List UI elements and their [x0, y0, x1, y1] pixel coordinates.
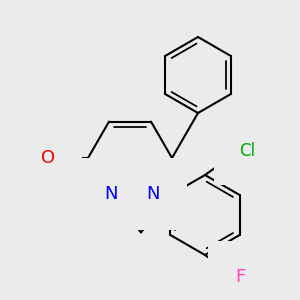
Text: O: O	[41, 149, 55, 167]
Text: F: F	[235, 268, 245, 286]
Text: N: N	[146, 185, 160, 203]
Text: N: N	[104, 185, 118, 203]
Text: Cl: Cl	[239, 142, 255, 160]
